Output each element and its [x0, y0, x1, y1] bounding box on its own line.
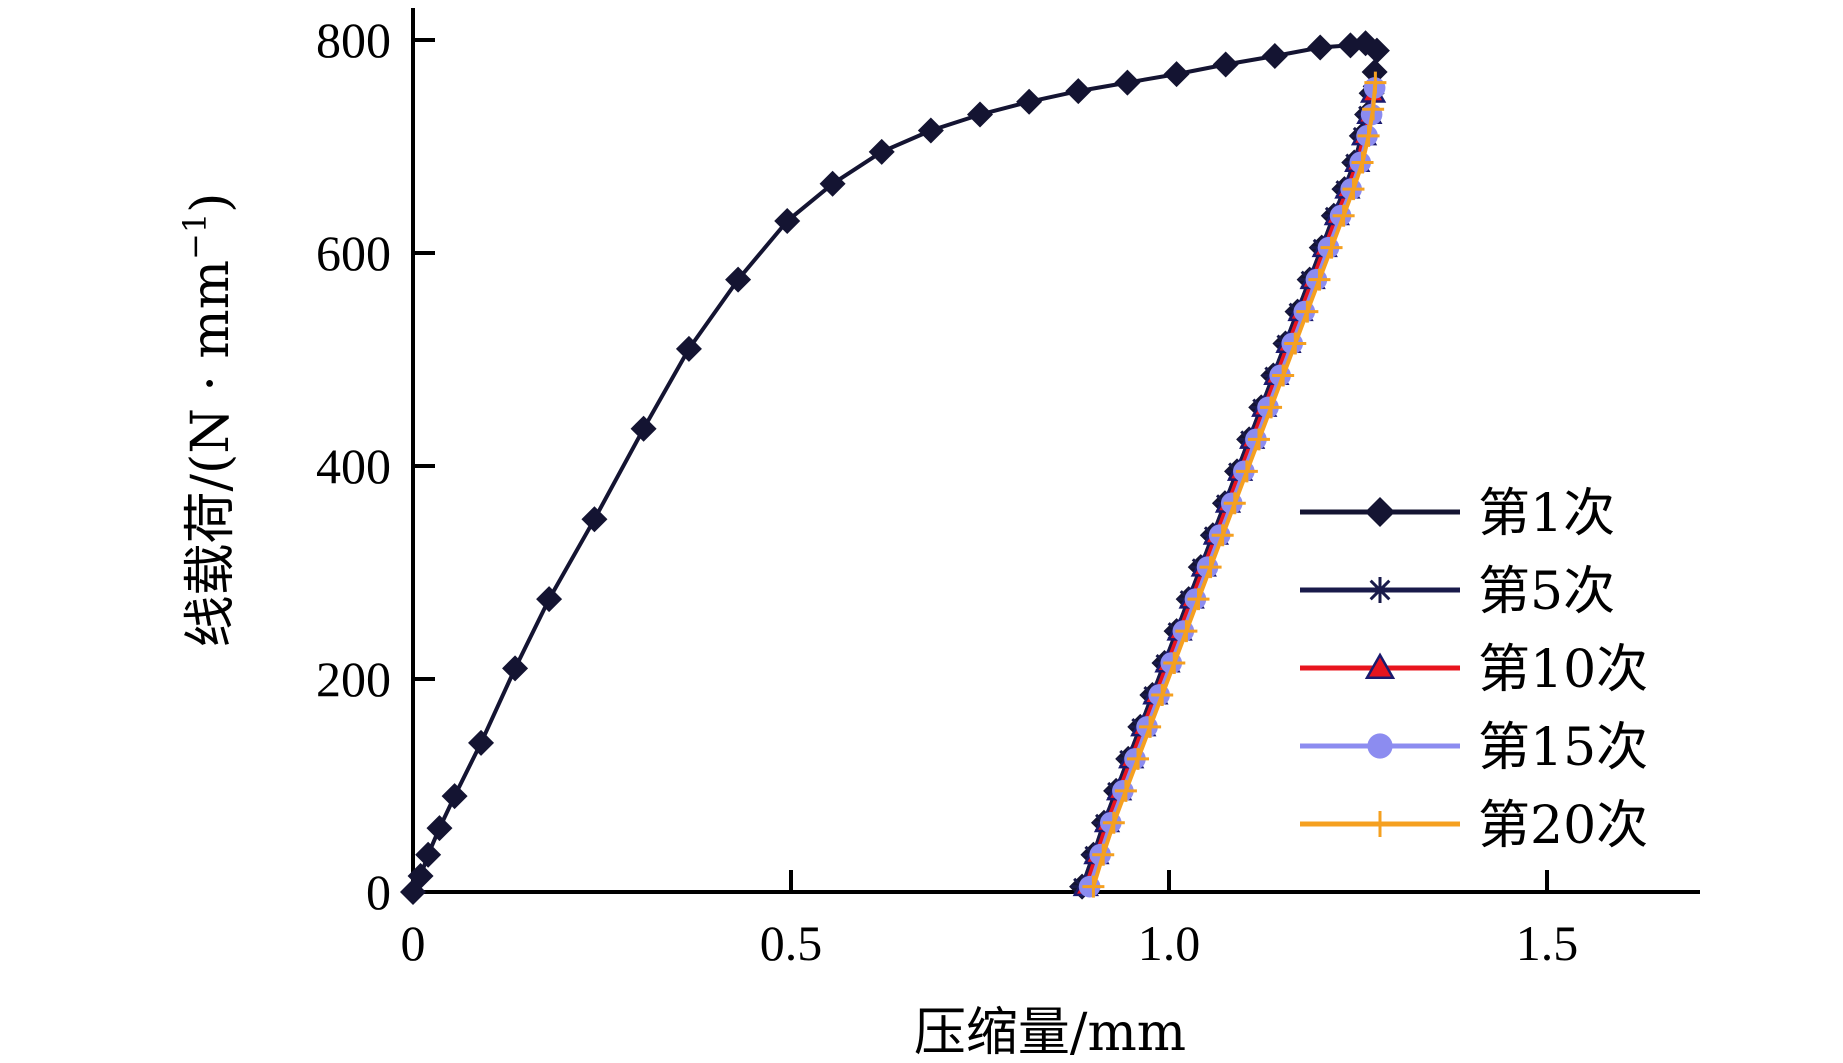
data-point — [1199, 556, 1222, 579]
legend-label: 第1次 — [1478, 484, 1615, 544]
data-point — [1272, 364, 1295, 387]
y-tick-label: 200 — [316, 651, 391, 707]
data-point — [1114, 69, 1141, 96]
data-point — [1151, 683, 1174, 706]
data-point — [1367, 811, 1393, 837]
x-tick-label: 1.5 — [1516, 915, 1579, 971]
data-point — [468, 729, 495, 756]
data-point — [967, 101, 993, 128]
x-tick-label: 0.5 — [760, 915, 823, 971]
data-point — [1163, 61, 1190, 88]
legend-label: 第20次 — [1478, 796, 1648, 856]
series-layer — [400, 30, 1390, 905]
data-point — [1261, 42, 1288, 69]
data-point — [675, 335, 702, 362]
data-point — [725, 266, 752, 293]
x-tick-label: 0 — [401, 915, 426, 971]
data-point — [1175, 620, 1198, 643]
axes: 0 0.5 1.0 1.5 0 200 400 600 800 — [316, 8, 1700, 971]
legend-entry: 第15次 — [1300, 718, 1648, 778]
data-point — [1082, 875, 1105, 898]
data-point — [1187, 588, 1210, 611]
data-point — [536, 586, 563, 613]
data-point — [502, 655, 529, 682]
legend-label: 第5次 — [1478, 562, 1615, 622]
data-point — [1284, 332, 1307, 355]
data-point — [1342, 178, 1365, 201]
y-tick-label: 400 — [316, 438, 391, 494]
data-point — [1212, 51, 1239, 78]
data-point — [1247, 428, 1270, 451]
y-axis-title-main: 线载荷/(N · mm — [181, 260, 241, 648]
legend-entry: 第5次 — [1300, 562, 1615, 622]
data-point — [1364, 652, 1396, 679]
y-axis-title-close: ) — [181, 193, 241, 213]
data-point — [1065, 78, 1092, 105]
x-axis-title: 压缩量/mm — [914, 1003, 1186, 1063]
y-axis-title: 线载荷/(N · mm−1) — [176, 193, 241, 648]
data-point — [868, 138, 895, 165]
data-point — [1307, 34, 1334, 61]
data-point — [1362, 98, 1385, 121]
y-tick-label: 800 — [316, 12, 391, 68]
data-point — [1102, 811, 1125, 834]
y-tick-label: 0 — [366, 864, 391, 920]
data-point — [1296, 300, 1319, 323]
data-point — [1364, 71, 1387, 94]
data-point — [1320, 236, 1343, 259]
data-point — [1363, 37, 1390, 64]
data-point — [819, 170, 846, 197]
data-point — [1114, 779, 1137, 802]
data-point — [1351, 151, 1374, 174]
data-point — [1365, 497, 1395, 527]
data-point — [1367, 577, 1393, 603]
legend-entry: 第10次 — [1300, 640, 1648, 700]
data-point — [1260, 396, 1283, 419]
y-axis-title-superscript: −1 — [176, 213, 214, 260]
data-point — [1357, 124, 1380, 147]
data-point — [1367, 733, 1393, 759]
data-point — [917, 117, 944, 144]
data-point — [581, 506, 608, 533]
data-point — [415, 841, 442, 868]
legend-entry: 第1次 — [1300, 484, 1615, 544]
data-point — [441, 783, 468, 810]
data-point — [1163, 652, 1186, 675]
data-point — [407, 863, 434, 890]
data-point — [774, 208, 801, 235]
data-point — [1332, 204, 1355, 227]
data-point — [1127, 747, 1149, 770]
legend-entry: 第20次 — [1300, 796, 1648, 856]
legend-label: 第15次 — [1478, 718, 1648, 778]
data-point — [1092, 843, 1115, 866]
series-5 — [1082, 71, 1387, 898]
data-point — [1235, 460, 1258, 483]
data-point — [426, 815, 453, 842]
x-tick-label: 1.0 — [1138, 915, 1201, 971]
data-point — [630, 415, 657, 442]
data-point — [1308, 268, 1331, 291]
legend-label: 第10次 — [1478, 640, 1648, 700]
data-point — [1223, 492, 1246, 515]
data-point — [1211, 524, 1234, 547]
y-tick-label: 600 — [316, 225, 391, 281]
data-point — [1016, 88, 1043, 115]
data-point — [1139, 715, 1162, 738]
